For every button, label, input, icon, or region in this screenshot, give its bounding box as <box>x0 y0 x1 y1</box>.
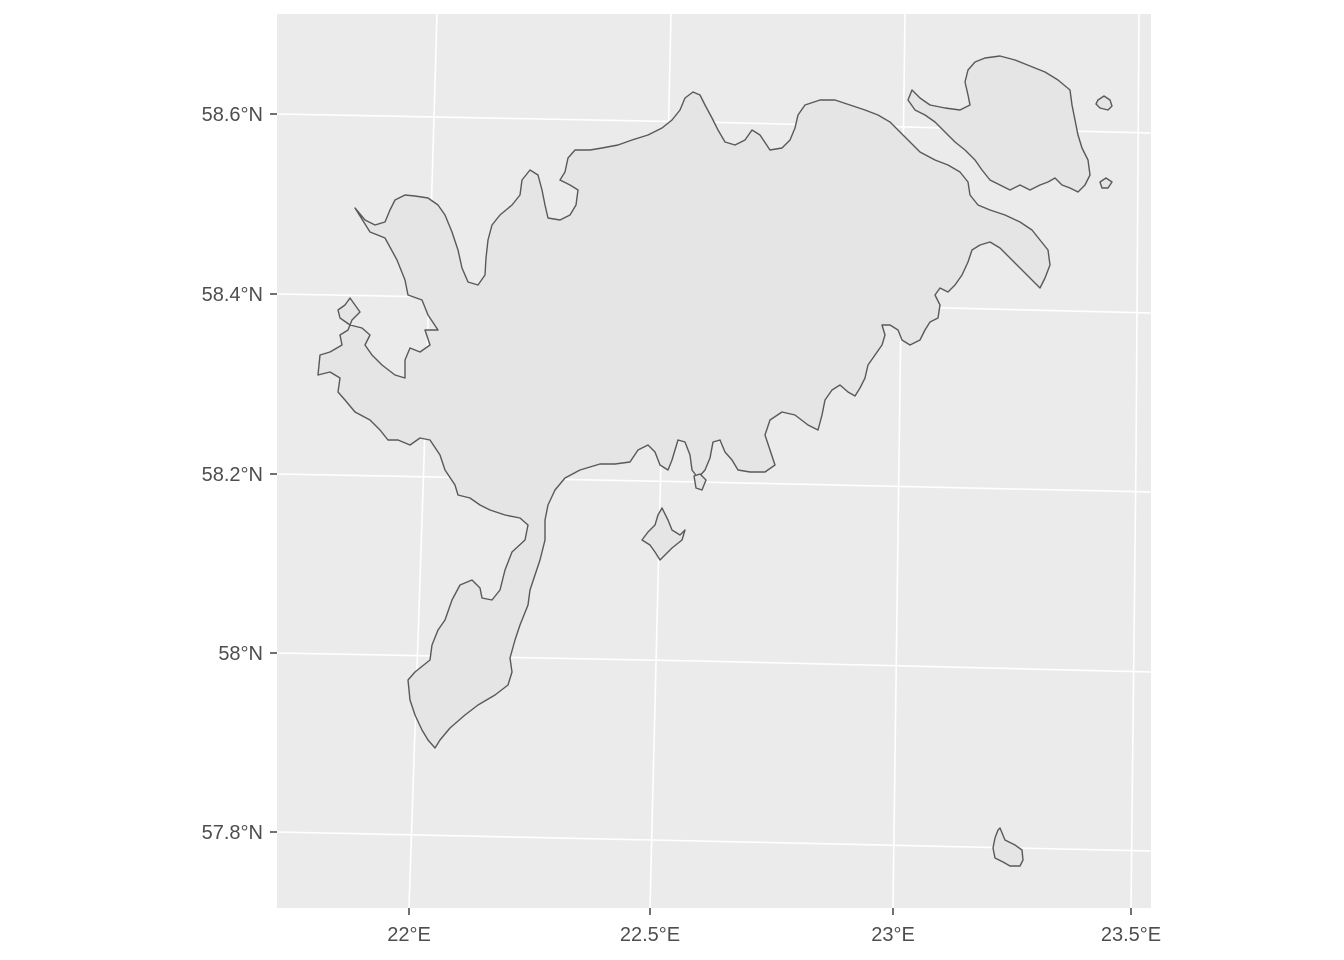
y-tick-label: 58°N <box>218 643 263 665</box>
x-tick-label: 23.5°E <box>1101 924 1161 946</box>
main-island <box>317 91 1051 749</box>
land-features <box>317 55 1113 867</box>
small-island-south-east <box>992 827 1024 867</box>
x-tick-label: 22.5°E <box>620 924 680 946</box>
y-tick-label: 58.2°N <box>202 464 263 486</box>
x-tick-label: 22°E <box>387 924 431 946</box>
islet-east-coast <box>1099 177 1113 189</box>
small-island-central <box>641 507 686 561</box>
y-tick-label: 58.4°N <box>202 284 263 306</box>
y-tick-label: 58.6°N <box>202 104 263 126</box>
y-axis: 58.6°N 58.4°N 58.2°N 58°N 57.8°N <box>202 104 277 844</box>
meridian-23.5 <box>1130 13 1140 909</box>
islet-south-coast <box>693 473 707 491</box>
islet-north-east <box>1095 95 1113 111</box>
y-tick-label: 57.8°N <box>202 822 263 844</box>
x-tick-label: 23°E <box>871 924 915 946</box>
north-east-island <box>907 55 1091 193</box>
x-axis: 22°E 22.5°E 23°E 23.5°E <box>387 908 1161 946</box>
meridian-22 <box>408 13 438 909</box>
